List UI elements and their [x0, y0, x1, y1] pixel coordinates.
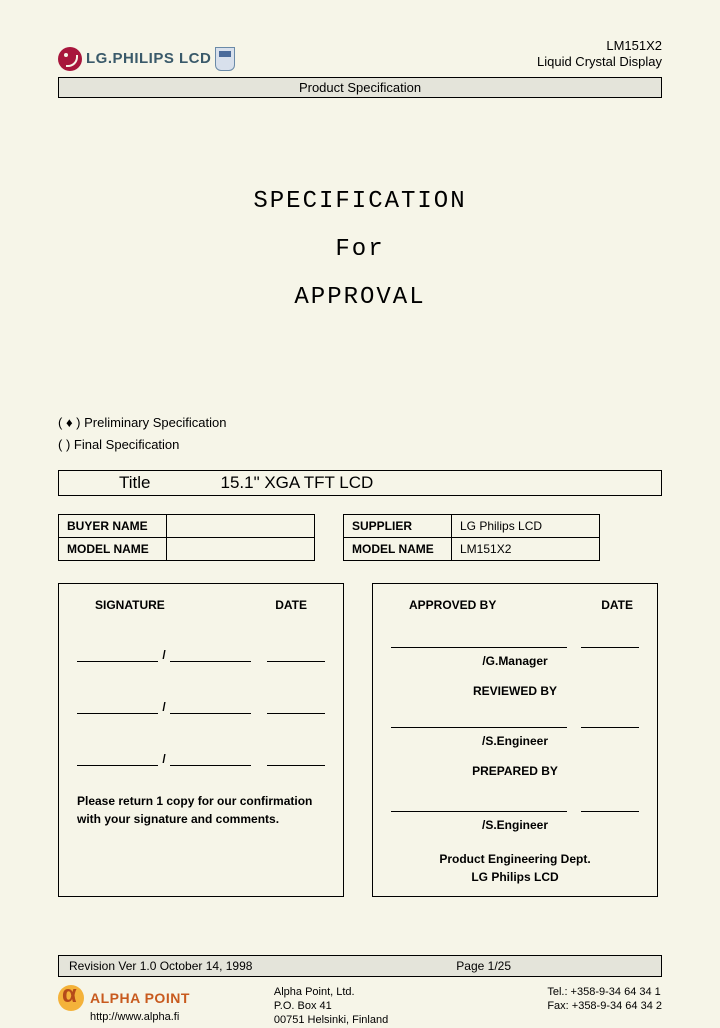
role-sengineer1: /S.Engineer — [391, 734, 639, 748]
supplier-value: LG Philips LCD — [452, 514, 600, 537]
signature-box-right: APPROVED BY DATE /G.Manager REVIEWED BY … — [372, 583, 658, 897]
opt-preliminary: ( ♦ ) Preliminary Specification — [58, 412, 662, 434]
buyer-name-value — [167, 514, 315, 537]
title-line1: SPECIFICATION — [58, 178, 662, 226]
dept-line1: Product Engineering Dept. — [391, 850, 639, 868]
footer-contact: Tel.: +358-9-34 64 34 1 Fax: +358-9-34 6… — [547, 985, 662, 1014]
title-label: Title — [119, 473, 151, 493]
role-sengineer2: /S.Engineer — [391, 818, 639, 832]
supplier-table: SUPPLIERLG Philips LCD MODEL NAMELM151X2 — [343, 514, 600, 561]
prepared-label: PREPARED BY — [391, 764, 639, 778]
note-line2: with your signature and comments. — [77, 810, 325, 828]
revision-text: Revision Ver 1.0 October 14, 1998 — [69, 959, 252, 973]
footer: ALPHA POINT http://www.alpha.fi Alpha Po… — [58, 985, 662, 1028]
title-value: 15.1" XGA TFT LCD — [221, 473, 374, 493]
supplier-model-value: LM151X2 — [452, 537, 600, 560]
alpha-icon — [58, 985, 84, 1011]
buyer-table: BUYER NAME MODEL NAME — [58, 514, 315, 561]
supplier-model-label: MODEL NAME — [344, 537, 452, 560]
reviewed-label: REVIEWED BY — [391, 684, 639, 698]
date-header-r: DATE — [601, 598, 633, 612]
alpha-text: ALPHA POINT — [90, 990, 190, 1006]
spec-bar: Product Specification — [58, 77, 662, 98]
approved-header: APPROVED BY — [409, 598, 496, 612]
title-bar: Title 15.1" XGA TFT LCD — [58, 470, 662, 496]
alpha-logo: ALPHA POINT — [58, 985, 190, 1011]
model-number: LM151X2 — [537, 38, 662, 54]
header: LG.PHILIPS LCD LM151X2 Liquid Crystal Di… — [58, 38, 662, 71]
role-gmanager: /G.Manager — [391, 654, 639, 668]
info-row: BUYER NAME MODEL NAME SUPPLIERLG Philips… — [58, 514, 662, 561]
logo-text: LG.PHILIPS LCD — [86, 50, 211, 67]
page-number: Page 1/25 — [456, 959, 511, 973]
buyer-model-label: MODEL NAME — [59, 537, 167, 560]
product-type: Liquid Crystal Display — [537, 54, 662, 70]
main-title: SPECIFICATION For APPROVAL — [58, 178, 662, 322]
buyer-model-value — [167, 537, 315, 560]
philips-shield-icon — [215, 47, 235, 71]
title-line2: For — [58, 226, 662, 274]
sig-header: SIGNATURE — [95, 598, 165, 612]
buyer-name-label: BUYER NAME — [59, 514, 167, 537]
alpha-url: http://www.alpha.fi — [90, 1011, 190, 1023]
logo-group: LG.PHILIPS LCD — [58, 47, 235, 71]
spec-options: ( ♦ ) Preliminary Specification ( ) Fina… — [58, 412, 662, 456]
lg-logo-icon — [58, 47, 82, 71]
opt-final: ( ) Final Specification — [58, 434, 662, 456]
dept-line2: LG Philips LCD — [391, 868, 639, 886]
footer-address: Alpha Point, Ltd. P.O. Box 41 00751 Hels… — [274, 985, 388, 1028]
date-header: DATE — [275, 598, 307, 612]
title-line3: APPROVAL — [58, 274, 662, 322]
footer-bar: Revision Ver 1.0 October 14, 1998 Page 1… — [58, 955, 662, 977]
supplier-label: SUPPLIER — [344, 514, 452, 537]
header-model: LM151X2 Liquid Crystal Display — [537, 38, 662, 71]
signature-box-left: SIGNATURE DATE / / / Please return 1 cop… — [58, 583, 344, 897]
signature-row: SIGNATURE DATE / / / Please return 1 cop… — [58, 583, 662, 897]
note-line1: Please return 1 copy for our confirmatio… — [77, 792, 325, 810]
